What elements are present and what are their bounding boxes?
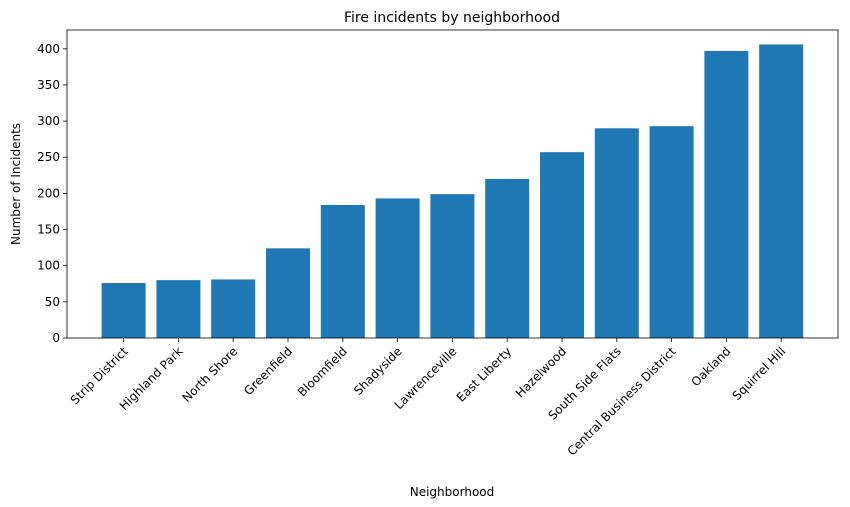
y-tick-label: 350: [37, 78, 60, 92]
y-axis-ticks: 0 50 100 150 200 250 300 350 400: [37, 42, 67, 345]
y-tick-label: 250: [37, 150, 60, 164]
y-tick-label: 100: [37, 259, 60, 273]
bar: [156, 280, 201, 338]
bar: [430, 194, 475, 338]
x-axis-title: Neighborhood: [410, 485, 495, 499]
bar: [759, 44, 804, 339]
bar: [485, 178, 530, 338]
y-tick-label: 300: [37, 114, 60, 128]
bar: [320, 204, 365, 338]
bar: [101, 283, 146, 338]
y-axis-title: Number of Incidents: [9, 123, 23, 245]
bar: [266, 248, 310, 338]
bar: [649, 126, 694, 338]
y-tick-label: 200: [37, 186, 60, 200]
y-tick-label: 150: [37, 223, 60, 237]
chart-title: Fire incidents by neighborhood: [344, 10, 560, 26]
y-tick-label: 50: [45, 295, 60, 309]
y-tick-label: 400: [37, 42, 60, 56]
bars-group: [101, 44, 804, 339]
bar: [211, 279, 256, 338]
y-tick-label: 0: [52, 331, 60, 345]
plot-frame: [66, 29, 839, 339]
bar: [540, 152, 584, 338]
bar: [594, 128, 639, 338]
bar: [704, 50, 749, 339]
bar: [375, 198, 420, 338]
